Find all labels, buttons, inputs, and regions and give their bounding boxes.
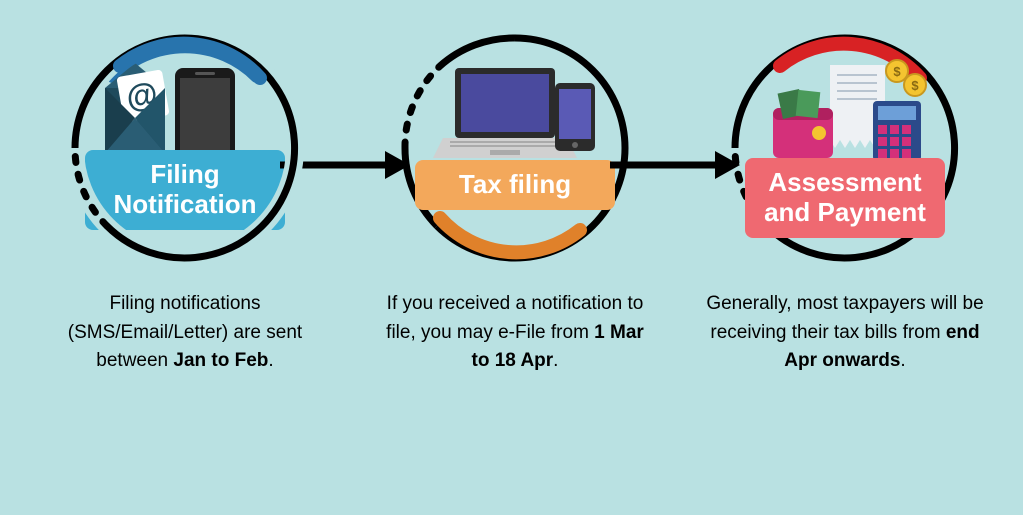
step-tax-filing: Tax filing If you received a notificatio… (365, 28, 665, 376)
step-label-text: Assessment and Payment (764, 167, 926, 227)
infographic-stage: @ Filing Notification Filing notificatio… (0, 0, 1023, 515)
step-description: Filing notifications (SMS/Email/Letter) … (35, 290, 335, 376)
desc-pre: Generally, most taxpayers will be receiv… (706, 293, 983, 343)
step-description: Generally, most taxpayers will be receiv… (695, 290, 995, 376)
circle-wrap: $ $ (725, 28, 965, 268)
circle-wrap: Tax filing (395, 28, 635, 268)
desc-post: . (553, 350, 558, 371)
icon-wallet-calc-coins: $ $ (755, 53, 935, 173)
desc-post: . (900, 350, 905, 371)
svg-text:$: $ (911, 78, 919, 93)
circle-wrap: @ Filing Notification (65, 28, 305, 268)
step-label: Assessment and Payment (745, 158, 945, 238)
step-assessment-payment: $ $ (695, 28, 995, 376)
step-description: If you received a notification to file, … (365, 290, 665, 376)
icon-laptop-tablet (425, 53, 605, 173)
step-label-text: Tax filing (459, 169, 571, 199)
step-filing-notification: @ Filing Notification Filing notificatio… (35, 28, 335, 376)
svg-text:$: $ (893, 64, 901, 79)
desc-post: . (268, 350, 273, 371)
step-label: Tax filing (415, 160, 615, 210)
desc-bold: Jan to Feb (173, 350, 268, 371)
ring-overlay (65, 28, 305, 268)
